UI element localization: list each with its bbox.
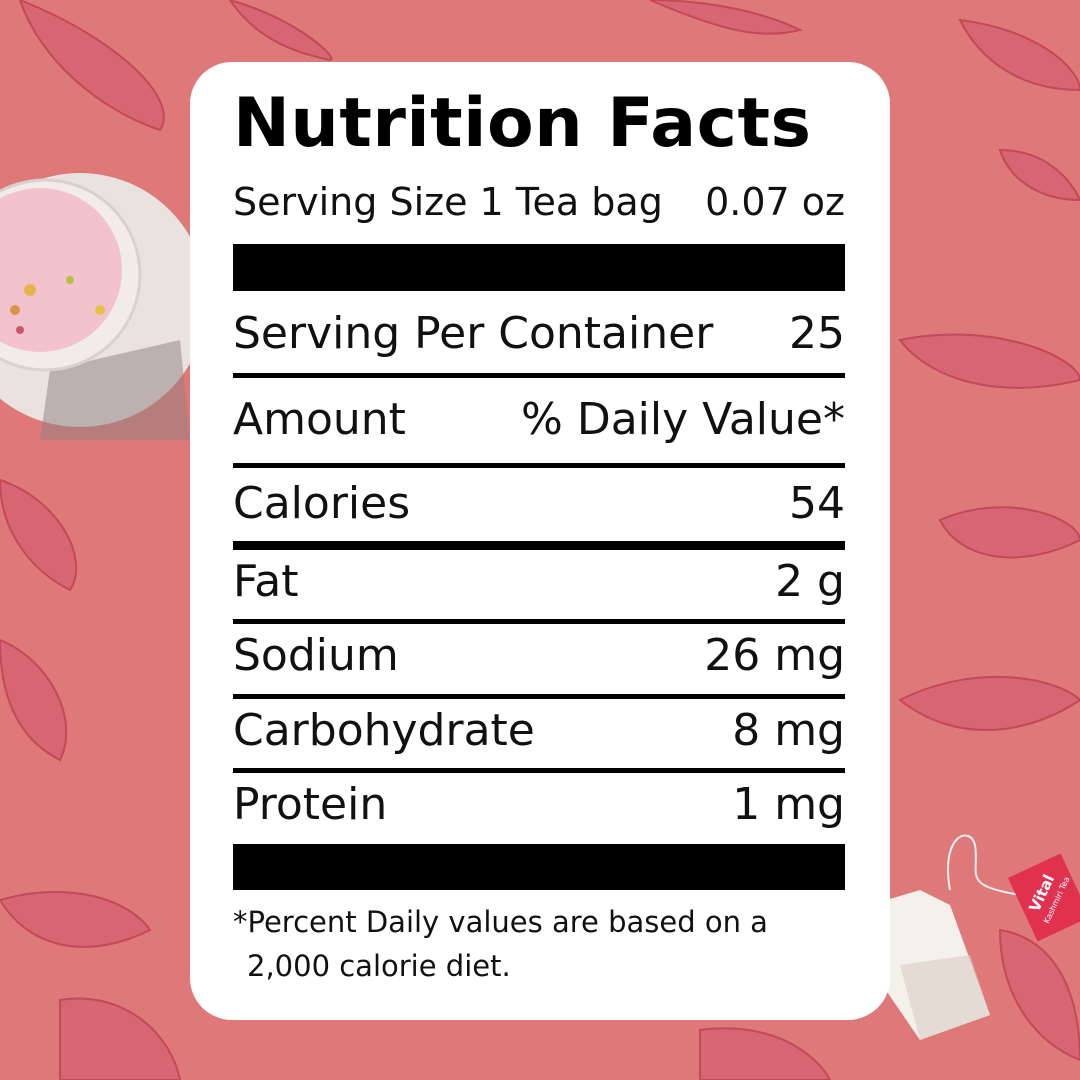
nutrient-row-carbohydrate: Carbohydrate 8 mg bbox=[233, 705, 845, 756]
footnote: *Percent Daily values are based on a 2,0… bbox=[233, 900, 768, 988]
nutrient-row-fat: Fat 2 g bbox=[233, 556, 845, 607]
nutrient-row-calories: Calories 54 bbox=[233, 478, 845, 529]
serving-size-value: 0.07 oz bbox=[705, 180, 845, 224]
nutrient-value: 26 mg bbox=[704, 630, 845, 681]
thick-divider-top bbox=[233, 244, 845, 291]
footnote-line-1: *Percent Daily values are based on a bbox=[233, 905, 768, 939]
nutrition-facts-card: Nutrition Facts Serving Size 1 Tea bag 0… bbox=[190, 62, 890, 1020]
nutrient-label: Sodium bbox=[233, 630, 399, 681]
divider bbox=[233, 768, 845, 773]
divider-thick bbox=[233, 541, 845, 550]
divider bbox=[233, 463, 845, 468]
tea-tag: Vital Kashmiri Tea bbox=[1008, 853, 1080, 942]
footnote-line-2: 2,000 calorie diet. bbox=[247, 949, 511, 983]
thick-divider-bottom bbox=[233, 844, 845, 890]
daily-value-label: % Daily Value* bbox=[521, 394, 845, 445]
nutrient-label: Fat bbox=[233, 556, 299, 607]
servings-per-container-row: Serving Per Container 25 bbox=[233, 308, 845, 359]
nutrient-label: Calories bbox=[233, 478, 411, 529]
divider bbox=[233, 694, 845, 699]
nutrient-value: 54 bbox=[789, 478, 845, 529]
servings-per-container-label: Serving Per Container bbox=[233, 308, 714, 359]
divider bbox=[233, 619, 845, 624]
nutrient-value: 8 mg bbox=[732, 705, 845, 756]
serving-size-row: Serving Size 1 Tea bag 0.07 oz bbox=[233, 180, 845, 224]
tea-cup-image bbox=[0, 173, 207, 440]
amount-label: Amount bbox=[233, 394, 406, 445]
amount-header-row: Amount % Daily Value* bbox=[233, 394, 845, 445]
nutrient-label: Carbohydrate bbox=[233, 705, 535, 756]
nutrient-value: 1 mg bbox=[732, 779, 845, 830]
serving-size-label: Serving Size 1 Tea bag bbox=[233, 180, 663, 224]
nutrient-label: Protein bbox=[233, 779, 388, 830]
divider bbox=[233, 373, 845, 378]
nutrient-row-protein: Protein 1 mg bbox=[233, 779, 845, 830]
servings-per-container-value: 25 bbox=[789, 308, 845, 359]
nutrient-row-sodium: Sodium 26 mg bbox=[233, 630, 845, 681]
nutrient-value: 2 g bbox=[775, 556, 845, 607]
nutrition-facts-title: Nutrition Facts bbox=[233, 84, 812, 163]
